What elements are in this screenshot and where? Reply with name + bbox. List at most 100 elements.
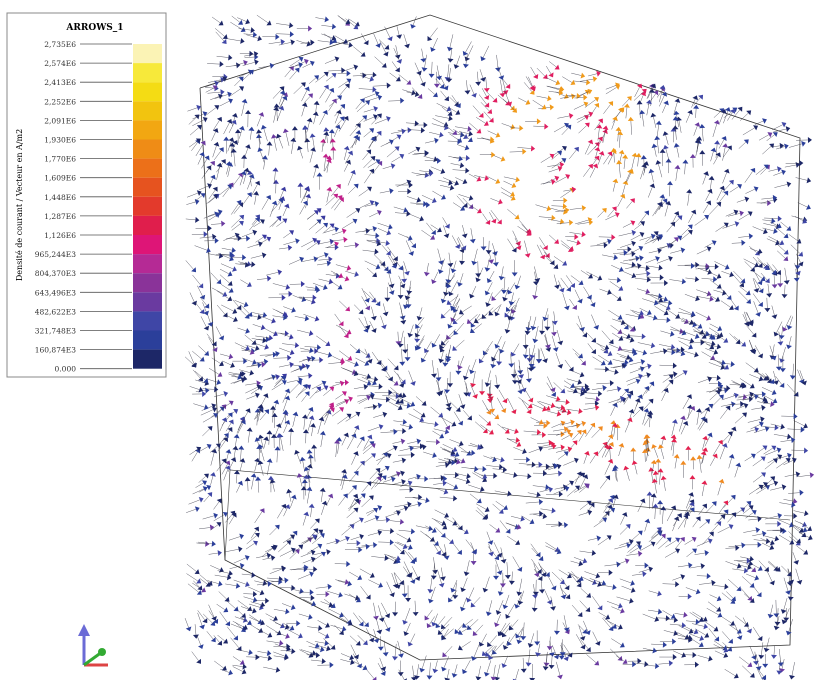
vector-arrow-shaft: [369, 213, 378, 217]
vector-arrow-head: [538, 576, 543, 581]
vector-arrow-head: [248, 649, 253, 655]
vector-arrow-head: [298, 633, 303, 638]
vector-arrow-head: [321, 216, 326, 221]
vector-arrow-head: [689, 628, 694, 633]
vector-arrow-head: [786, 226, 791, 231]
vector-arrow-head: [234, 434, 240, 438]
vector-arrow-head: [777, 283, 783, 287]
vector-arrow-head: [366, 228, 370, 234]
vector-arrow-shaft: [242, 574, 252, 575]
vector-arrow-head: [353, 508, 358, 513]
vector-arrow-head: [569, 246, 574, 251]
vector-arrow-shaft: [232, 223, 241, 230]
vector-arrow-head: [608, 626, 613, 631]
vector-arrow-shaft: [570, 208, 582, 209]
vector-arrow-head: [651, 541, 656, 546]
vector-arrow-shaft: [581, 270, 590, 276]
vector-arrow-shaft: [339, 351, 349, 358]
vector-arrow-shaft: [625, 266, 638, 269]
vector-arrow-head: [235, 129, 241, 133]
vector-arrow-head: [222, 39, 227, 44]
vector-arrow-shaft: [465, 381, 469, 393]
vector-arrow-head: [593, 76, 597, 82]
vector-arrow-head: [253, 32, 257, 38]
vector-arrow-head: [724, 223, 729, 228]
vector-arrow-head: [757, 516, 761, 522]
vector-arrow-head: [337, 95, 342, 100]
vector-arrow-shaft: [430, 28, 438, 38]
vector-arrow-shaft: [721, 301, 731, 308]
vector-arrow-shaft: [576, 634, 583, 646]
vector-arrow-head: [728, 639, 733, 644]
vector-arrow-head: [499, 93, 505, 97]
vector-arrow-head: [303, 384, 308, 389]
vector-arrow-shaft: [229, 537, 240, 541]
vector-arrow-head: [764, 567, 769, 572]
vector-arrow-head: [773, 613, 779, 617]
vector-arrow-shaft: [222, 248, 232, 250]
vector-arrow-shaft: [720, 447, 725, 459]
vector-arrow-head: [523, 354, 529, 358]
vector-arrow-shaft: [650, 351, 663, 353]
vector-arrow-shaft: [370, 471, 378, 479]
vector-arrow-shaft: [448, 267, 450, 279]
vector-arrow-head: [712, 454, 717, 459]
vector-arrow-head: [686, 189, 692, 193]
vector-arrow-head: [366, 395, 371, 400]
vector-arrow-shaft: [223, 235, 236, 240]
vector-arrow-shaft: [586, 332, 593, 340]
vector-arrow-head: [517, 567, 522, 572]
vector-arrow-shaft: [730, 187, 739, 193]
vector-arrow-head: [223, 607, 228, 612]
vector-arrow-shaft: [307, 213, 315, 220]
vector-arrow-head: [645, 563, 649, 569]
vector-arrow-shaft: [686, 551, 693, 557]
vector-arrow-shaft: [661, 392, 665, 401]
vector-arrow-shaft: [197, 635, 201, 645]
vector-arrow-shaft: [652, 464, 654, 474]
vector-arrow-head: [493, 262, 499, 266]
vector-arrow-head: [765, 278, 770, 283]
vector-arrow-shaft: [254, 343, 265, 347]
vector-arrow-shaft: [426, 534, 436, 543]
vector-arrow-shaft: [503, 80, 506, 91]
vector-arrow-shaft: [185, 357, 193, 365]
vector-arrow-head: [218, 20, 223, 25]
vector-arrow-head: [296, 620, 300, 626]
vector-arrow-shaft: [432, 124, 445, 128]
vector-arrow-head: [446, 335, 451, 340]
vector-arrow-head: [385, 627, 390, 632]
vector-arrow-head: [339, 407, 344, 412]
vector-arrow-shaft: [554, 275, 557, 286]
vector-arrow-head: [699, 124, 705, 128]
vector-arrow-head: [734, 673, 739, 678]
vector-arrow-head: [595, 641, 600, 646]
vector-arrow-head: [503, 505, 508, 510]
vector-arrow-head: [323, 385, 328, 390]
vector-arrow-shaft: [524, 241, 527, 254]
vector-arrow-shaft: [274, 609, 286, 611]
vector-arrow-shaft: [403, 267, 404, 279]
vector-arrow-shaft: [463, 410, 469, 417]
vector-arrow-head: [597, 275, 602, 280]
vector-arrow-shaft: [594, 520, 604, 527]
vector-arrow-head: [203, 117, 208, 122]
vector-arrow-shaft: [368, 533, 378, 536]
vector-arrow-shaft: [243, 195, 250, 205]
vector-arrow-head: [316, 652, 320, 658]
vector-arrow-shaft: [447, 483, 455, 487]
vector-arrow-shaft: [560, 190, 571, 197]
vector-arrow-head: [747, 629, 752, 634]
vector-arrow-shaft: [417, 335, 424, 347]
vector-arrow-shaft: [782, 347, 786, 359]
vector-arrow-shaft: [206, 88, 214, 92]
vector-arrow-shaft: [592, 429, 600, 438]
vector-arrow-head: [313, 566, 317, 572]
vector-arrow-shaft: [541, 509, 552, 511]
vector-arrow-head: [691, 263, 695, 269]
vector-arrow-shaft: [472, 286, 476, 295]
vector-arrow-head: [532, 339, 538, 344]
vector-arrow-head: [471, 450, 475, 456]
vector-arrow-shaft: [713, 585, 724, 586]
vector-arrow-shaft: [673, 442, 674, 456]
